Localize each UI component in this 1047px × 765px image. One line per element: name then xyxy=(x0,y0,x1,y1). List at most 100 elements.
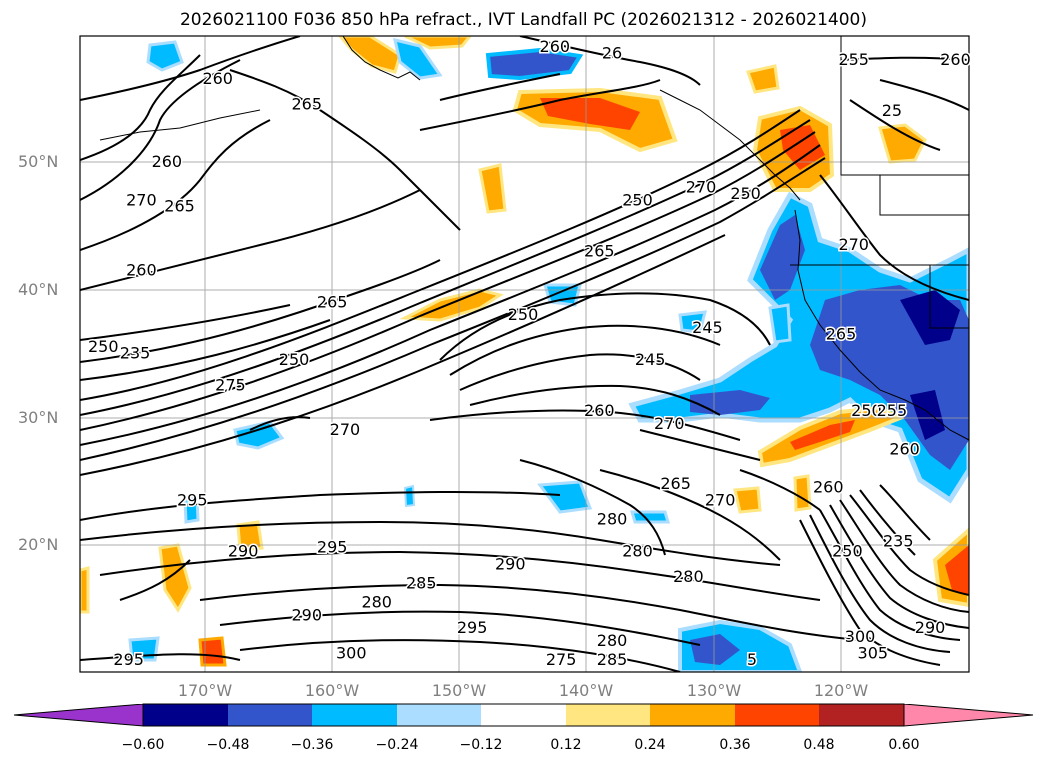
colorbar-segment xyxy=(228,704,312,726)
shade-patch xyxy=(746,64,780,94)
contour-label: 255 xyxy=(877,401,908,420)
lat-label: 30°N xyxy=(18,408,59,427)
contour-label: 305 xyxy=(858,644,889,663)
contour-label: 270 xyxy=(330,420,361,439)
contour-label: 250 xyxy=(88,337,119,356)
contour-label: 290 xyxy=(495,554,526,573)
shade-patch xyxy=(485,47,584,81)
colorbar-segment xyxy=(735,704,819,726)
contour-label: 260 xyxy=(813,478,844,497)
colorbar-tick: −0.12 xyxy=(459,737,503,753)
contour-label: 235 xyxy=(883,531,914,550)
contour-label: 295 xyxy=(457,618,488,637)
contour-label: 260 xyxy=(940,50,971,69)
colorbar-segment xyxy=(312,704,397,726)
coastlines xyxy=(99,36,969,441)
lon-label: 160°W xyxy=(304,681,360,700)
shade-patch xyxy=(478,163,507,214)
map-title: 2026021100 F036 850 hPa refract., IVT La… xyxy=(179,10,867,30)
lon-label: 130°W xyxy=(686,681,742,700)
contour-label: 285 xyxy=(406,573,437,592)
contour-label: 295 xyxy=(317,538,348,557)
colorbar-tick: 0.24 xyxy=(634,737,666,753)
shade-patch xyxy=(690,634,740,665)
contour-label: 260 xyxy=(540,37,571,56)
shade-patch xyxy=(910,390,945,440)
lat-label: 20°N xyxy=(18,535,59,554)
shade-patch xyxy=(780,125,825,170)
contour-label: 275 xyxy=(215,375,246,394)
contour-label: 270 xyxy=(126,190,157,209)
colorbar-segment xyxy=(481,704,566,726)
colorbar-segment xyxy=(650,704,735,726)
shade-patch xyxy=(945,545,969,595)
contour-label: 295 xyxy=(177,490,208,509)
contour-label: 290 xyxy=(915,618,946,637)
contour-label: 250 xyxy=(508,305,539,324)
shade-patch xyxy=(733,486,762,514)
contour-lines xyxy=(80,36,969,672)
shade-patch xyxy=(236,520,264,552)
contour-label: 295 xyxy=(113,650,144,669)
contour-label: 265 xyxy=(660,474,691,493)
colorbar-tick: −0.48 xyxy=(206,737,250,753)
contour-label: 250 xyxy=(622,190,653,209)
contour-label: 300 xyxy=(336,644,367,663)
lon-label: 120°W xyxy=(813,681,869,700)
colorbar-extend-high xyxy=(904,704,1033,726)
contour-label: 300 xyxy=(845,627,876,646)
contour-label: 26 xyxy=(602,43,622,62)
contour-label: 280 xyxy=(597,510,628,529)
shade-patch xyxy=(678,310,707,334)
contour-label: 265 xyxy=(584,241,615,260)
colorbar-segment xyxy=(819,704,904,726)
colorbar-tick: 0.48 xyxy=(803,737,835,753)
colorbar-segment xyxy=(566,704,650,726)
contour-label: 250 xyxy=(730,184,761,203)
contour-label: 270 xyxy=(705,490,736,509)
colorbar-segment xyxy=(397,704,481,726)
contour-label: 285 xyxy=(597,650,628,669)
colorbar-outline xyxy=(13,703,1034,727)
contour-label: 235 xyxy=(120,344,151,363)
contour-label: 260 xyxy=(584,401,615,420)
colorbar-tick: 0.60 xyxy=(888,737,920,753)
contour-label: 260 xyxy=(126,261,157,280)
colorbar-tick: −0.24 xyxy=(375,737,419,753)
contour-label: 270 xyxy=(838,235,869,254)
contour-label: 260 xyxy=(152,152,183,171)
contour-label: 265 xyxy=(317,292,348,311)
colorbar-tick: −0.60 xyxy=(121,737,165,753)
shade-patch xyxy=(540,98,640,130)
contour-label: 260 xyxy=(202,69,233,88)
colorbar-tick: 0.12 xyxy=(550,737,582,753)
contour-label: 245 xyxy=(635,350,666,369)
contour-label: 5 xyxy=(747,650,757,669)
colorbar-segment xyxy=(143,704,228,726)
shade-patch xyxy=(146,40,184,72)
contour-label: 265 xyxy=(291,95,322,114)
contour-label: 270 xyxy=(686,178,717,197)
shade-patch xyxy=(768,303,792,344)
shade-patch xyxy=(403,484,416,508)
shade-patch xyxy=(80,566,90,614)
shade-patch xyxy=(404,36,472,50)
lat-label: 40°N xyxy=(18,280,59,299)
contour-label: 280 xyxy=(673,567,704,586)
contour-label: 245 xyxy=(692,318,723,337)
contour-label: 275 xyxy=(546,650,577,669)
shade-patch xyxy=(537,480,593,514)
contour-label: 250 xyxy=(279,350,310,369)
lat-label: 50°N xyxy=(18,152,59,171)
lon-label: 150°W xyxy=(431,681,487,700)
lon-label: 170°W xyxy=(177,681,233,700)
shade-patch xyxy=(760,215,805,300)
lon-label: 140°W xyxy=(558,681,614,700)
contour-label: 280 xyxy=(361,593,392,612)
contour-label: 290 xyxy=(228,541,259,560)
contour-label: 250 xyxy=(832,541,863,560)
contour-label: 280 xyxy=(597,631,628,650)
